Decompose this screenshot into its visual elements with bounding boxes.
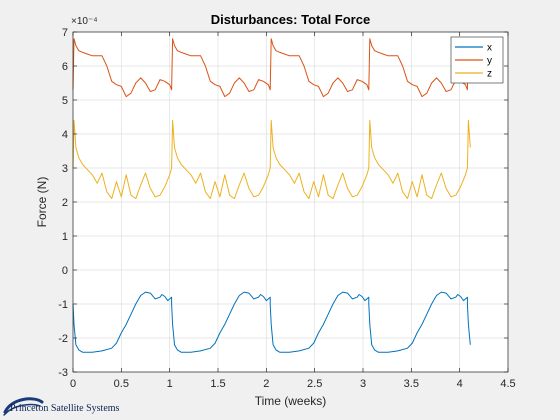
- chart-title: Disturbances: Total Force: [211, 12, 370, 27]
- y-exponent-label: ×10⁻⁴: [71, 16, 98, 27]
- x-tick-label: 4: [457, 378, 463, 390]
- x-tick-label: 2: [263, 378, 269, 390]
- y-tick-label: -1: [58, 299, 68, 311]
- x-tick-label: 1.5: [210, 378, 225, 390]
- y-tick-label: 1: [62, 231, 68, 243]
- logo-text: Princeton Satellite Systems: [10, 403, 120, 414]
- x-axis-label: Time (weeks): [255, 394, 327, 408]
- series-line-x: [72, 291, 471, 353]
- y-tick-label: 0: [62, 265, 68, 277]
- x-tick-label: 0.5: [114, 378, 129, 390]
- y-tick-label: -3: [58, 367, 68, 379]
- x-tick-label: 2.5: [307, 378, 322, 390]
- x-tick-label: 1: [167, 378, 173, 390]
- series-layer: [72, 38, 471, 353]
- x-tick-label: 0: [70, 378, 76, 390]
- y-tick-label: 7: [62, 27, 68, 39]
- legend-label-x: x: [487, 43, 492, 54]
- y-tick-label: 3: [62, 163, 68, 175]
- y-tick-label: -2: [58, 333, 68, 345]
- series-line-y: [72, 38, 471, 98]
- tick-labels: 0 0.5 1 1.5 2 2.5 3 3.5 4 4.5 -3 -2 -1 0 1 2 3 4 5 6 7: [58, 27, 515, 390]
- x-tick-label: 3: [360, 378, 366, 390]
- series-line-z: [72, 119, 471, 200]
- y-tick-label: 5: [62, 95, 68, 107]
- legend: xyz: [450, 36, 504, 84]
- y-tick-label: 2: [62, 197, 68, 209]
- y-tick-label: 4: [62, 129, 68, 141]
- y-axis-label: Force (N): [35, 177, 49, 228]
- company-logo: Princeton Satellite Systems: [3, 397, 120, 416]
- x-tick-label: 4.5: [500, 378, 515, 390]
- tick-marks: [72, 31, 509, 373]
- legend-label-y: y: [487, 56, 492, 67]
- y-tick-label: 6: [62, 61, 68, 73]
- x-tick-label: 3.5: [404, 378, 419, 390]
- legend-label-z: z: [487, 69, 492, 80]
